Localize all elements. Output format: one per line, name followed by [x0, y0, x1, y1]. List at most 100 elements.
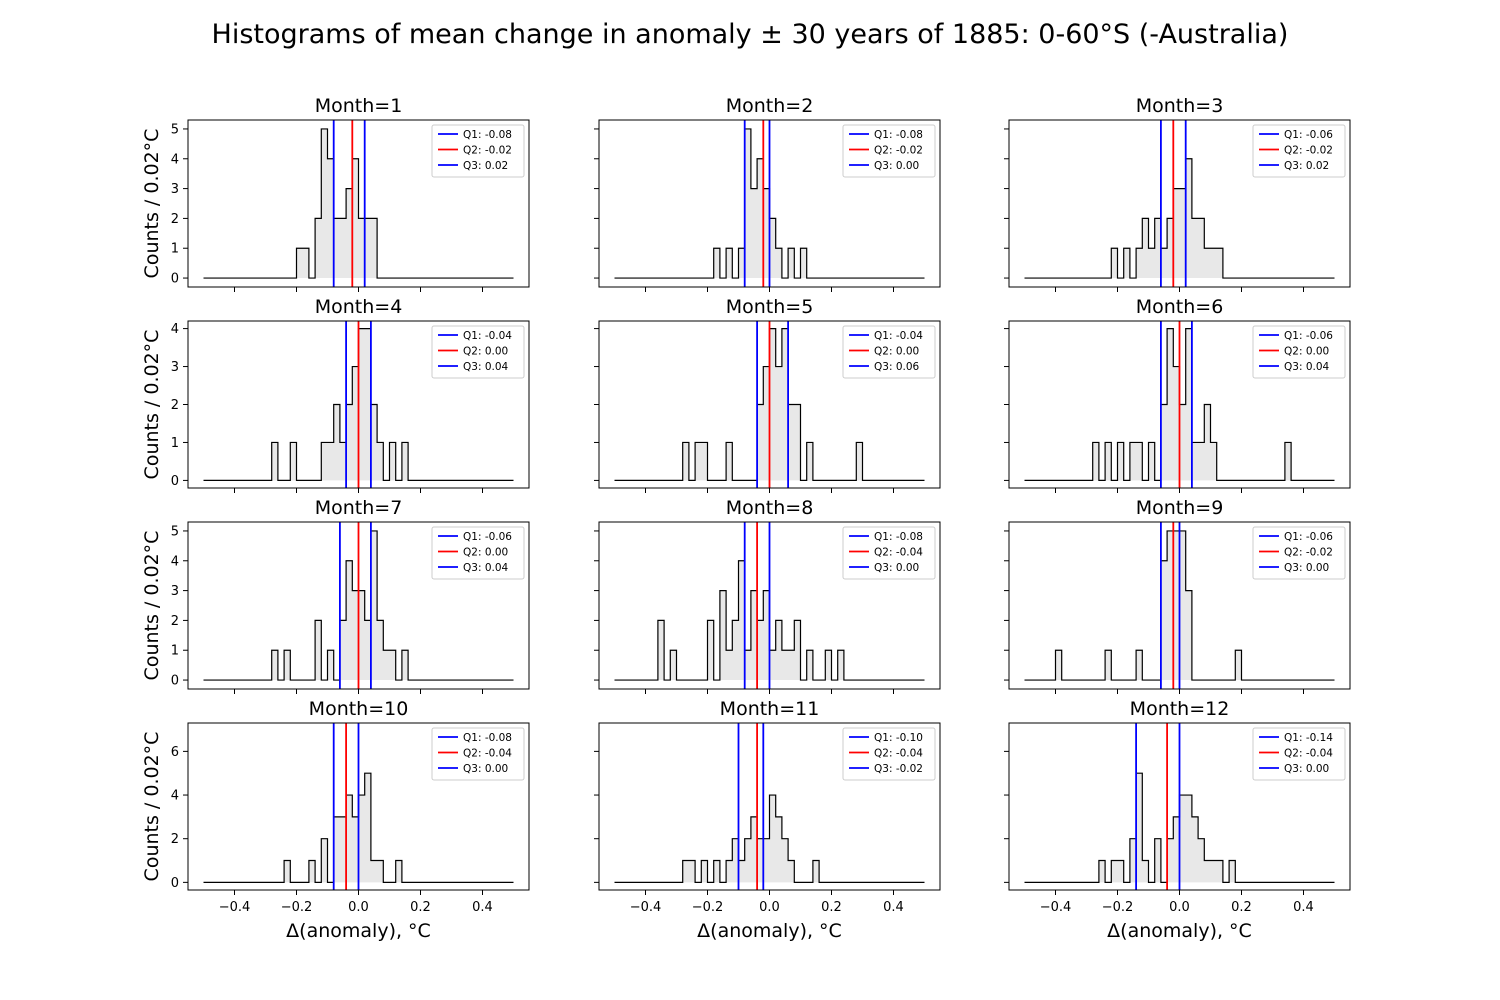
panel-title: Month=2 [726, 95, 814, 117]
legend: Q1: -0.08 Q2: -0.02 Q3: 0.00 [842, 124, 936, 178]
legend-box [1252, 325, 1346, 379]
legend-entry: Q1: -0.08 [874, 129, 923, 141]
legend: Q1: -0.10 Q2: -0.04 Q3: -0.02 [842, 727, 936, 781]
legend-entry: Q3: 0.06 [874, 361, 920, 373]
histogram-outline [614, 128, 925, 279]
legend-entry: Q2: -0.04 [874, 546, 923, 558]
y-axis-label: Counts / 0.02°C [141, 129, 163, 279]
y-tick-label: 5 [171, 122, 179, 137]
x-tick-label: 0.0 [1169, 900, 1190, 915]
panel-title: Month=8 [726, 497, 814, 519]
y-tick-label: 0 [171, 272, 179, 287]
y-axis-label: Counts / 0.02°C [141, 531, 163, 681]
y-tick-label: 5 [171, 524, 179, 539]
legend-entry: Q2: -0.04 [463, 747, 512, 759]
legend-entry: Q1: -0.04 [874, 330, 923, 342]
panel-month-12: Month=12 −0.4 −0.2 0.0 0.2 0.4 Δ(anomaly), °C Q… [1004, 698, 1351, 942]
y-tick-label: 2 [171, 212, 179, 227]
legend-entry: Q2: -0.02 [874, 144, 923, 156]
x-tick-label: 0.0 [348, 900, 369, 915]
legend-entry: Q2: 0.00 [1284, 345, 1329, 357]
legend-entry: Q1: -0.08 [874, 531, 923, 543]
legend-entry: Q3: 0.02 [463, 160, 508, 172]
panel-month-11: Month=11 −0.4 −0.2 0.0 0.2 0.4 Δ(anomaly), °C Q… [594, 698, 941, 942]
x-tick-label: 0.0 [759, 900, 780, 915]
y-tick-label: 1 [171, 644, 179, 659]
legend-box [1252, 727, 1346, 781]
legend-box [1252, 124, 1346, 178]
legend-box [842, 727, 936, 781]
legend: Q1: -0.06 Q2: 0.00 Q3: 0.04 [431, 526, 525, 580]
x-tick-label: 0.2 [1231, 900, 1252, 915]
panel-title: Month=11 [720, 698, 820, 720]
legend-entry: Q3: 0.00 [1284, 763, 1329, 775]
legend-entry: Q1: -0.08 [463, 732, 512, 744]
x-axis-label: Δ(anomaly), °C [697, 920, 842, 942]
legend-entry: Q3: 0.04 [463, 361, 509, 373]
y-tick-label: 4 [171, 152, 179, 167]
y-tick-label: 4 [171, 554, 179, 569]
panel-title: Month=10 [309, 698, 409, 720]
y-tick-label: 3 [171, 360, 179, 375]
y-tick-label: 2 [171, 614, 179, 629]
legend-entry: Q2: -0.04 [1284, 747, 1333, 759]
x-axis-label: Δ(anomaly), °C [286, 920, 431, 942]
histogram-fill [1024, 158, 1335, 279]
y-tick-label: 0 [171, 474, 179, 489]
legend-entry: Q2: 0.00 [463, 546, 508, 558]
x-tick-label: −0.4 [219, 900, 251, 915]
histogram-outline [203, 128, 514, 279]
legend: Q1: -0.08 Q2: -0.04 Q3: 0.00 [431, 727, 525, 781]
x-tick-label: −0.4 [630, 900, 662, 915]
legend-entry: Q2: -0.02 [1284, 546, 1333, 558]
legend-box [1252, 526, 1346, 580]
panel-month-6: Month=6 Q1: -0.06 Q2: 0.00 Q3: 0.04 [1004, 296, 1351, 493]
histogram-outline [1024, 530, 1335, 681]
panel-month-10: Month=10 −0.4 −0.2 0.0 0.2 0.4 0 2 4 6 Counts / 0.… [141, 698, 530, 942]
x-tick-label: 0.2 [410, 900, 431, 915]
legend-entry: Q3: 0.00 [463, 763, 508, 775]
legend-box [431, 727, 525, 781]
legend: Q1: -0.04 Q2: 0.00 Q3: 0.06 [842, 325, 936, 379]
x-tick-label: 0.4 [883, 900, 904, 915]
panel-month-7: Month=7 0 1 2 3 4 5 Counts / 0.02°C Q1: -0.06 Q2:… [141, 497, 530, 694]
legend-entry: Q3: 0.04 [1284, 361, 1330, 373]
y-tick-label: 6 [171, 745, 179, 760]
y-tick-label: 0 [171, 674, 179, 689]
legend-entry: Q1: -0.06 [1284, 330, 1333, 342]
panel-title: Month=1 [315, 95, 403, 117]
legend-entry: Q3: 0.00 [874, 160, 919, 172]
y-tick-label: 2 [171, 398, 179, 413]
x-tick-label: 0.4 [472, 900, 493, 915]
y-tick-label: 3 [171, 584, 179, 599]
legend-entry: Q3: 0.00 [1284, 562, 1329, 574]
panel-month-1: Month=1 0 1 2 3 4 5 Counts / 0.02°C Q1: -0.08 Q2:… [141, 95, 530, 292]
legend-entry: Q1: -0.04 [463, 330, 512, 342]
legend: Q1: -0.08 Q2: -0.02 Q3: 0.02 [431, 124, 525, 178]
y-tick-label: 3 [171, 182, 179, 197]
y-tick-label: 2 [171, 832, 179, 847]
histogram-outline [1024, 158, 1335, 279]
x-axis-label: Δ(anomaly), °C [1107, 920, 1252, 942]
y-tick-label: 0 [171, 876, 179, 891]
legend: Q1: -0.14 Q2: -0.04 Q3: 0.00 [1252, 727, 1346, 781]
legend-entry: Q1: -0.14 [1284, 732, 1333, 744]
legend-entry: Q2: -0.04 [874, 747, 923, 759]
panel-month-9: Month=9 Q1: -0.06 Q2: -0.02 Q3: 0.00 [1004, 497, 1351, 694]
panel-title: Month=5 [726, 296, 814, 318]
panel-month-4: Month=4 0 1 2 3 4 Counts / 0.02°C Q1: -0.04 Q2: … [141, 296, 530, 493]
x-tick-label: −0.2 [281, 900, 313, 915]
panel-month-5: Month=5 Q1: -0.04 Q2: 0.00 Q3: 0.06 [594, 296, 941, 493]
legend-box [431, 124, 525, 178]
panel-title: Month=12 [1130, 698, 1230, 720]
legend-entry: Q2: -0.02 [463, 144, 512, 156]
legend-entry: Q2: 0.00 [874, 345, 919, 357]
legend-entry: Q3: 0.02 [1284, 160, 1329, 172]
panel-title: Month=7 [315, 497, 403, 519]
panel-title: Month=9 [1136, 497, 1224, 519]
legend-box [842, 124, 936, 178]
panel-title: Month=3 [1136, 95, 1224, 117]
y-tick-label: 4 [171, 322, 179, 337]
legend-entry: Q3: 0.04 [463, 562, 509, 574]
